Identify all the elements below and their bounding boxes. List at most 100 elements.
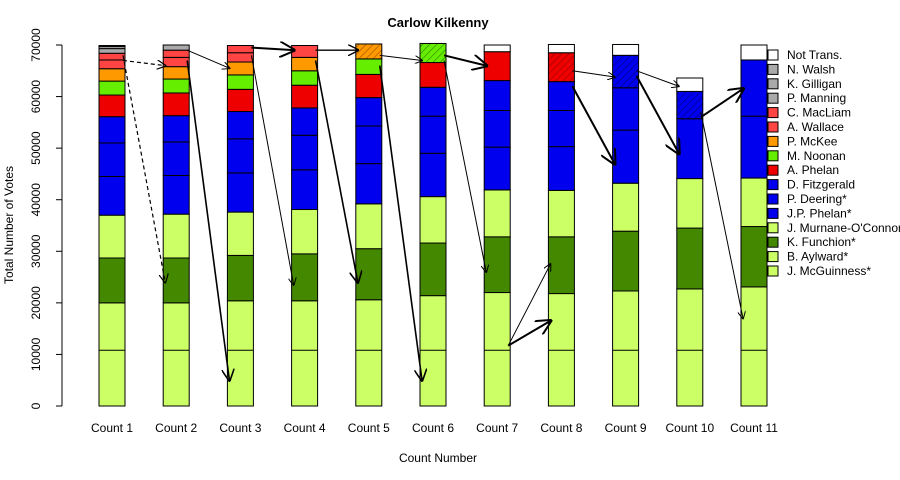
transfer-arrow: [379, 65, 422, 381]
bar-segment: [355, 248, 383, 301]
x-tick-label: Count 7: [476, 421, 518, 435]
bar-segment: [612, 290, 640, 407]
legend-label: A. Wallace: [787, 120, 844, 134]
bar-stack: [483, 44, 511, 407]
legend-swatch: [767, 150, 779, 162]
legend-entry: P. McKee: [767, 134, 838, 148]
bar-stack: [226, 45, 254, 407]
transfer-arrow: [636, 70, 679, 86]
bar-segment: [740, 286, 768, 407]
bar-segment: [98, 176, 126, 216]
bar-segment: [355, 43, 383, 60]
legend-label: J.P. Phelan*: [787, 206, 852, 220]
transfer-arrow: [251, 48, 293, 51]
bar-stack: [547, 43, 575, 407]
y-axis: 0 10000 20000 30000 40000 50000 60000 70000: [29, 28, 63, 409]
bar-segment: [226, 254, 254, 302]
bar-segment: [483, 146, 511, 191]
bar-segment: [98, 45, 126, 48]
bar-segment: [98, 116, 126, 144]
bar-segment: [226, 300, 254, 407]
x-tick-label: Count 10: [665, 421, 714, 435]
bar-segment: [676, 90, 704, 120]
bar-segment: [612, 182, 640, 232]
bar-segment: [419, 152, 447, 198]
bar-segment: [98, 142, 126, 178]
legend-swatch: [767, 135, 779, 147]
bars-group: [98, 42, 768, 407]
x-tick-label: Count 2: [155, 421, 197, 435]
legend-entry: K. Gilligan: [767, 77, 842, 91]
bar-segment: [98, 257, 126, 304]
bar-segment: [547, 146, 575, 191]
bar-segment: [676, 77, 704, 92]
bar-segment: [226, 52, 254, 63]
bar-segment: [483, 292, 511, 407]
bar-segment: [483, 109, 511, 148]
bar-segment: [291, 56, 319, 72]
bar-segment: [98, 80, 126, 96]
legend-label: C. MacLiam: [787, 106, 851, 120]
legend-label: P. McKee: [787, 134, 838, 148]
legend-swatch: [767, 49, 779, 61]
bar-segment: [226, 211, 254, 256]
bar-segment: [547, 236, 575, 295]
bar-segment: [355, 163, 383, 205]
legend-label: N. Walsh: [787, 62, 835, 76]
x-tick-label: Count 5: [348, 421, 390, 435]
bar-segment: [355, 97, 383, 127]
transfer-arrow: [443, 54, 486, 65]
bar-segment: [612, 87, 640, 131]
x-tick-labels: Count 1 Count 2 Count 3 Count 4 Count 5 Count…: [91, 421, 778, 435]
legend-entry: C. MacLiam: [767, 106, 851, 120]
y-tick-label: 40000: [29, 183, 43, 217]
bar-segment: [162, 66, 190, 80]
bar-segment: [226, 45, 254, 54]
bar-segment: [291, 45, 319, 58]
bar-segment: [162, 174, 190, 215]
bar-segment: [676, 178, 704, 229]
bar-segment: [355, 125, 383, 165]
bar-stack: [612, 43, 640, 407]
bar-segment: [162, 302, 190, 407]
bar-segment: [612, 54, 640, 89]
bar-segment: [483, 189, 511, 238]
transfer-arrow: [443, 60, 486, 271]
transfer-arrow: [572, 70, 614, 77]
legend-entry: J. Murnane-O'Connor: [767, 221, 900, 235]
bar-segment: [162, 44, 190, 51]
legend-swatch: [767, 207, 779, 219]
bar-segment: [98, 214, 126, 259]
bar-segment: [355, 58, 383, 75]
legend-entry: M. Noonan: [767, 149, 846, 163]
bar-segment: [419, 242, 447, 297]
bar-segment: [676, 118, 704, 180]
bar-segment: [547, 81, 575, 111]
y-tick-label: 0: [29, 402, 43, 409]
bar-segment: [226, 74, 254, 90]
bar-segment: [162, 115, 190, 143]
bar-segment: [162, 213, 190, 259]
legend-entry: Not Trans.: [767, 48, 842, 62]
bar-segment: [291, 253, 319, 302]
transfer-arrow: [571, 85, 614, 163]
bar-segment: [291, 134, 319, 171]
bar-segment: [547, 293, 575, 407]
legend-label: K. Funchion*: [787, 235, 856, 249]
x-tick-label: Count 1: [91, 421, 133, 435]
legend-swatch: [767, 236, 779, 248]
bar-segment: [162, 56, 190, 68]
bar-segment: [291, 70, 319, 86]
legend-swatch: [767, 179, 779, 191]
bar-segment: [612, 43, 640, 56]
transfer-arrow: [250, 55, 293, 284]
bar-segment: [419, 86, 447, 117]
transfer-arrow: [187, 49, 229, 68]
bar-segment: [98, 52, 126, 61]
legend-label: J. Murnane-O'Connor: [787, 221, 900, 235]
transfer-arrow: [186, 60, 229, 380]
legend-label: D. Fitzgerald: [787, 178, 855, 192]
legend-entry: K. Funchion*: [767, 235, 856, 249]
legend-swatch: [767, 121, 779, 133]
